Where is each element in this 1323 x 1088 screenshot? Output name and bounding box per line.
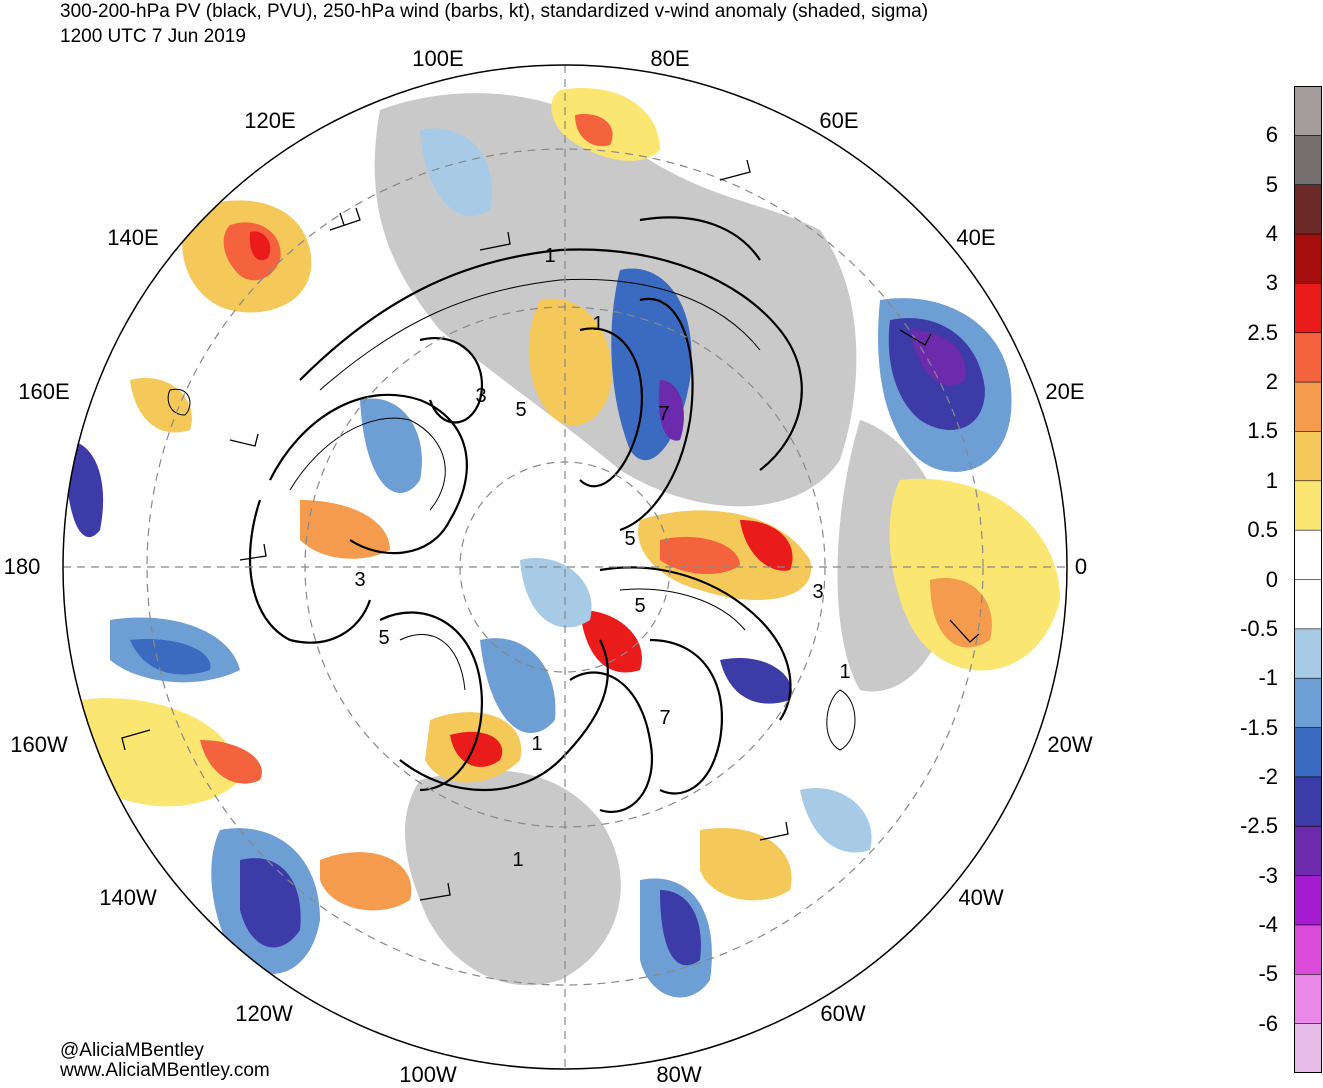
- longitude-label-80w: 80W: [656, 1062, 702, 1087]
- colorbar-label: -2.5: [1240, 813, 1278, 839]
- pv-label: 3: [812, 581, 823, 603]
- valid-time: 1200 UTC 7 Jun 2019: [60, 26, 246, 47]
- colorbar-label: 2.5: [1247, 319, 1278, 345]
- pv-label: 3: [475, 385, 486, 407]
- colorbar-swatch: [1294, 381, 1322, 433]
- longitude-label-120e: 120E: [244, 108, 296, 133]
- longitude-label-180: 180: [3, 554, 41, 579]
- pv-label: 1: [512, 849, 523, 871]
- author-handle: @AliciaMBentley: [60, 1040, 204, 1061]
- longitude-label-160e: 160E: [18, 379, 70, 404]
- longitude-label-140w: 140W: [99, 885, 157, 910]
- colorbar-label: -1.5: [1240, 714, 1278, 740]
- pv-label: 5: [515, 399, 526, 421]
- colorbar-label: -3: [1258, 862, 1278, 888]
- pv-labels: 1 3 5 5 3 5 3 5 7 1 1 1 7 1: [354, 245, 850, 871]
- longitude-label-160w: 160W: [10, 732, 68, 757]
- colorbar-swatch: [1294, 825, 1322, 877]
- colorbar-swatch: [1294, 529, 1322, 581]
- polar-map: 1 3 5 5 3 5 3 5 7 1 1 1 7 1: [62, 64, 1068, 1070]
- colorbar-swatch: [1294, 283, 1322, 334]
- colorbar-swatch: [1294, 727, 1322, 778]
- pv-label: 1: [839, 661, 850, 683]
- graticule: [63, 65, 1067, 1069]
- pv-thin-contours: [167, 278, 856, 751]
- pv-label: 5: [378, 627, 389, 649]
- pv-contours: [248, 216, 803, 813]
- pv-label: 5: [624, 528, 635, 550]
- longitude-label-0: 0: [1074, 554, 1088, 579]
- pv-label: 5: [634, 595, 645, 617]
- longitude-label-100w: 100W: [399, 1062, 457, 1087]
- colorbar-label: 2: [1265, 369, 1278, 395]
- colorbar-frame: [1294, 86, 1322, 1073]
- colorbar-swatch: [1294, 332, 1322, 383]
- colorbar-swatch: [1294, 431, 1322, 482]
- colorbar-label: -6: [1258, 1010, 1278, 1036]
- colorbar-swatch: [1294, 184, 1322, 235]
- wind-barbs: [121, 159, 980, 901]
- longitude-label-40e: 40E: [956, 225, 996, 250]
- longitude-label-100e: 100E: [412, 46, 464, 71]
- longitude-label-40w: 40W: [958, 885, 1004, 910]
- colorbar-label: 1: [1265, 467, 1278, 493]
- colorbar-swatch: [1294, 628, 1322, 679]
- colorbar-label: 5: [1265, 171, 1278, 197]
- longitude-label-20e: 20E: [1045, 379, 1085, 404]
- colorbar-swatch: [1294, 973, 1322, 1025]
- longitude-label-20w: 20W: [1047, 732, 1093, 757]
- colorbar-label: 0: [1265, 566, 1278, 592]
- chart-title: 300-200-hPa PV (black, PVU), 250-hPa win…: [60, 1, 929, 22]
- colorbar-swatch: [1294, 135, 1322, 186]
- colorbar-swatch: [1294, 233, 1322, 285]
- colorbar-label: -2: [1258, 763, 1278, 789]
- colorbar-swatch: [1294, 875, 1322, 926]
- colorbar: [1294, 86, 1322, 1073]
- pv-label: 1: [544, 245, 555, 267]
- pv-label: 1: [592, 313, 603, 335]
- colorbar-swatch: [1294, 480, 1322, 531]
- pv-label: 3: [354, 569, 365, 591]
- longitude-label-60e: 60E: [819, 108, 859, 133]
- longitude-label-80e: 80E: [650, 46, 690, 71]
- longitude-label-140e: 140E: [107, 225, 159, 250]
- colorbar-label: -5: [1258, 961, 1278, 987]
- colorbar-label: 4: [1265, 221, 1278, 247]
- colorbar-swatch: [1294, 1023, 1322, 1073]
- colorbar-label: -0.5: [1240, 615, 1278, 641]
- longitude-label-120w: 120W: [235, 1001, 293, 1026]
- colorbar-label: -4: [1258, 911, 1278, 937]
- pv-label: 7: [659, 707, 670, 729]
- pv-label: 7: [658, 403, 669, 425]
- pv-label: 1: [531, 733, 542, 755]
- longitude-label-60w: 60W: [820, 1001, 866, 1026]
- author-url: www.AliciaMBentley.com: [60, 1060, 270, 1081]
- colorbar-label: 0.5: [1247, 517, 1278, 543]
- colorbar-swatch: [1294, 579, 1322, 630]
- anomaly-shading: [65, 88, 1060, 998]
- colorbar-label: 6: [1265, 122, 1278, 148]
- colorbar-swatch: [1294, 86, 1322, 137]
- colorbar-swatch: [1294, 776, 1322, 828]
- colorbar-label: 3: [1265, 270, 1278, 296]
- colorbar-label: -1: [1258, 665, 1278, 691]
- colorbar-swatch: [1294, 677, 1322, 729]
- colorbar-label: 1.5: [1247, 418, 1278, 444]
- map-border: [62, 64, 1068, 1070]
- colorbar-swatch: [1294, 924, 1322, 976]
